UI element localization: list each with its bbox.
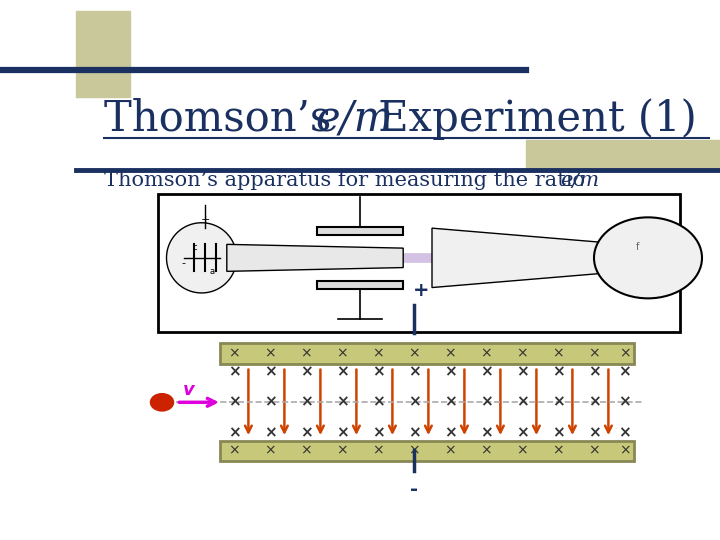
Text: ×: × [516, 395, 528, 410]
Text: ×: × [336, 395, 348, 410]
Text: ×: × [408, 347, 420, 361]
Text: ×: × [408, 395, 420, 410]
Text: ×: × [480, 364, 492, 379]
Text: ×: × [444, 426, 456, 441]
Text: ×: × [228, 444, 240, 458]
Text: v: v [183, 381, 194, 399]
Text: ×: × [516, 426, 528, 441]
Bar [526, 140, 720, 170]
Text: ×: × [588, 395, 600, 410]
Text: e/m: e/m [315, 98, 394, 140]
Text: ×: × [588, 347, 600, 361]
Text: ×: × [552, 364, 564, 379]
Text: ×: × [336, 364, 348, 379]
Text: Thomson’s apparatus for measuring the ratio: Thomson’s apparatus for measuring the ra… [104, 171, 592, 191]
Text: ×: × [619, 444, 631, 458]
Text: ×: × [372, 364, 384, 379]
Text: ×: × [372, 426, 384, 441]
Text: Experiment (1): Experiment (1) [365, 98, 697, 140]
Text: ×: × [552, 426, 564, 441]
Text: ×: × [618, 395, 631, 410]
Text: ×: × [264, 444, 276, 458]
Text: -: - [181, 258, 186, 268]
Text: ×: × [480, 426, 492, 441]
Text: +: + [200, 215, 210, 225]
Text: -: - [410, 480, 418, 498]
Polygon shape [317, 281, 403, 289]
Text: Thomson’s: Thomson’s [104, 98, 345, 140]
Text: ×: × [618, 364, 631, 379]
Text: ×: × [300, 395, 312, 410]
Text: ×: × [264, 364, 276, 379]
Text: ×: × [444, 364, 456, 379]
Text: ×: × [264, 395, 276, 410]
Text: ×: × [264, 347, 276, 361]
Text: ×: × [588, 364, 600, 379]
Text: ×: × [264, 426, 276, 441]
Text: +: + [413, 281, 429, 300]
Text: e/m: e/m [560, 171, 599, 191]
Text: ×: × [372, 347, 384, 361]
Text: f: f [636, 242, 639, 252]
Text: ×: × [516, 347, 528, 361]
Text: ×: × [300, 364, 312, 379]
Text: ×: × [372, 395, 384, 410]
Text: ×: × [408, 426, 420, 441]
Bar [76, 11, 130, 97]
Text: ×: × [336, 347, 348, 361]
Text: ×: × [552, 395, 564, 410]
Text: ×: × [372, 444, 384, 458]
Bar [220, 441, 634, 461]
Text: ×: × [300, 347, 312, 361]
Text: ×: × [618, 426, 631, 441]
Text: ×: × [619, 347, 631, 361]
Text: ×: × [228, 364, 240, 379]
Text: ×: × [588, 444, 600, 458]
Polygon shape [317, 226, 403, 235]
Text: ×: × [516, 444, 528, 458]
Text: ×: × [336, 426, 348, 441]
Text: ×: × [408, 364, 420, 379]
Polygon shape [166, 223, 237, 293]
Text: ×: × [552, 444, 564, 458]
Text: c: c [192, 242, 197, 252]
Circle shape [594, 217, 702, 298]
Text: ×: × [516, 364, 528, 379]
Text: ×: × [408, 444, 420, 458]
Text: ×: × [480, 444, 492, 458]
Text: ×: × [444, 395, 456, 410]
Text: ×: × [588, 426, 600, 441]
Polygon shape [432, 228, 626, 287]
Text: ×: × [444, 347, 456, 361]
Text: ×: × [552, 347, 564, 361]
Text: ×: × [480, 395, 492, 410]
Text: ×: × [336, 444, 348, 458]
Text: ×: × [228, 395, 240, 410]
Text: ×: × [300, 444, 312, 458]
Text: a: a [210, 267, 215, 276]
Text: ×: × [444, 444, 456, 458]
Circle shape [150, 394, 174, 411]
Text: ×: × [228, 347, 240, 361]
Text: ×: × [480, 347, 492, 361]
Text: ×: × [300, 426, 312, 441]
Text: ×: × [228, 426, 240, 441]
Bar [158, 194, 680, 332]
Polygon shape [227, 244, 403, 271]
Bar [220, 343, 634, 364]
